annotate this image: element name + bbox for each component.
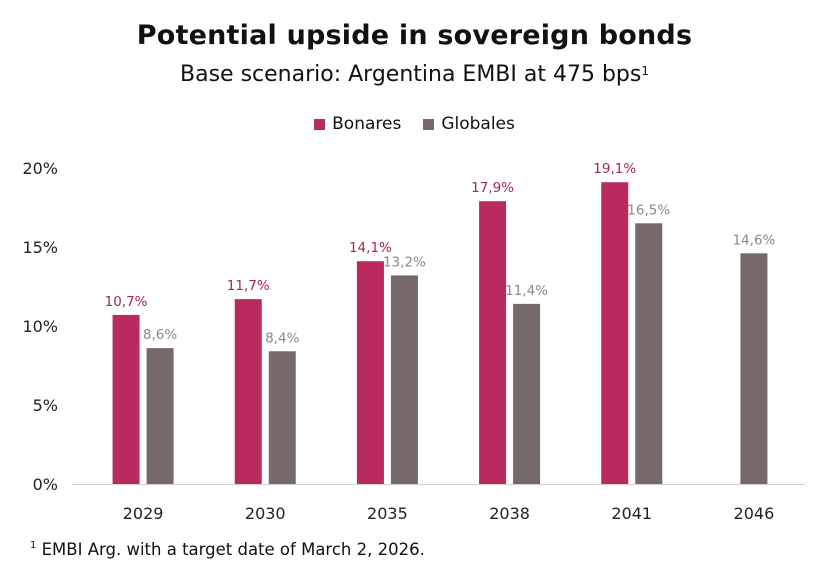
- x-tick-label-2029: 2029: [123, 504, 164, 523]
- y-tick-label: 0%: [33, 475, 58, 494]
- legend-item-bonares: Bonares: [314, 114, 401, 134]
- data-label-globales-2030: 8,4%: [265, 330, 299, 346]
- bar-globales-2029: [146, 348, 174, 484]
- data-label-globales-2035: 13,2%: [383, 254, 426, 270]
- x-tick-label-2038: 2038: [489, 504, 530, 523]
- data-label-globales-2046: 14,6%: [732, 232, 775, 248]
- bar-bonares-2038: [479, 201, 507, 484]
- data-label-bonares-2030: 11,7%: [227, 278, 270, 294]
- x-tick-label-2035: 2035: [367, 504, 408, 523]
- bar-bonares-2030: [234, 299, 262, 484]
- bar-bonares-2041: [601, 182, 629, 484]
- footnote-text: EMBI Arg. with a target date of March 2,…: [41, 540, 425, 559]
- legend-swatch-globales: [423, 118, 435, 130]
- chart-title: Potential upside in sovereign bonds: [136, 20, 693, 51]
- subtitle-text: Base scenario: Argentina EMBI at 475 bps: [180, 62, 642, 87]
- bar-bonares-2029: [112, 314, 140, 484]
- data-label-bonares-2029: 10,7%: [105, 294, 148, 310]
- bar-globales-2038: [513, 303, 541, 484]
- data-label-bonares-2035: 14,1%: [349, 240, 392, 256]
- data-label-globales-2038: 11,4%: [505, 283, 548, 299]
- chart-subtitle: Base scenario: Argentina EMBI at 475 bps…: [0, 62, 829, 87]
- bar-globales-2030: [268, 351, 296, 484]
- legend-swatch-bonares: [314, 118, 326, 130]
- bar-bonares-2035: [356, 261, 384, 484]
- data-label-globales-2029: 8,6%: [143, 327, 177, 343]
- legend-label-globales: Globales: [441, 114, 515, 134]
- y-tick-label: 20%: [22, 159, 58, 178]
- x-tick-label-2030: 2030: [245, 504, 286, 523]
- footnote: 1 EMBI Arg. with a target date of March …: [30, 540, 425, 559]
- data-label-bonares-2041: 19,1%: [593, 161, 636, 177]
- legend-label-bonares: Bonares: [332, 114, 402, 134]
- legend: Bonares Globales: [0, 114, 829, 134]
- bar-globales-2035: [390, 275, 418, 484]
- legend-item-globales: Globales: [423, 114, 515, 134]
- y-tick-label: 5%: [33, 396, 58, 415]
- x-tick-label-2041: 2041: [611, 504, 652, 523]
- x-tick-label-2046: 2046: [734, 504, 775, 523]
- footnote-marker: 1: [30, 540, 37, 551]
- data-label-globales-2041: 16,5%: [627, 202, 670, 218]
- bar-globales-2041: [635, 223, 663, 485]
- subtitle-footnote-marker: 1: [641, 64, 649, 78]
- bar-globales-2046: [740, 253, 768, 484]
- data-label-bonares-2038: 17,9%: [471, 180, 514, 196]
- y-tick-label: 10%: [22, 317, 58, 336]
- y-tick-label: 15%: [22, 238, 58, 257]
